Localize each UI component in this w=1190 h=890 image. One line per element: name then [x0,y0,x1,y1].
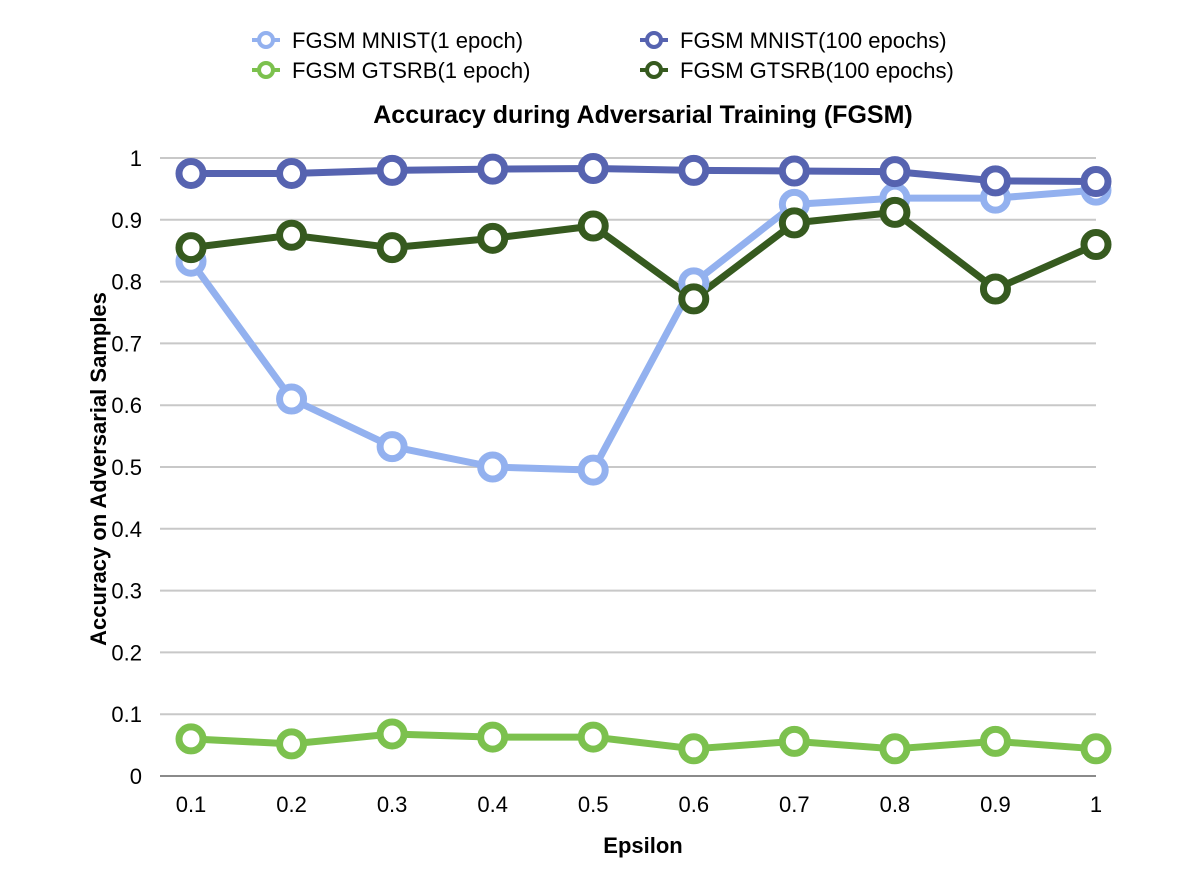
series-line [187,730,1100,753]
x-tick-label: 0.7 [779,792,810,817]
y-tick-label: 0.5 [111,455,142,480]
y-tick-label: 1 [130,146,142,171]
data-point [577,153,609,185]
series-line [187,165,1100,185]
series-lines [187,165,1100,753]
data-point [577,721,609,753]
y-tick-label: 0 [130,764,142,789]
y-axis-label: Accuracy on Adversarial Samples [86,292,111,646]
x-tick-label: 0.3 [377,792,408,817]
data-point [477,153,509,185]
x-tick-label: 0.6 [678,792,709,817]
data-point [1080,733,1112,765]
data-point [979,725,1011,757]
y-tick-label: 0.3 [111,579,142,604]
legend-label: FGSM GTSRB(100 epochs) [680,58,954,83]
data-point [175,232,207,264]
y-tick-label: 0.8 [111,270,142,295]
legend-label: FGSM GTSRB(1 epoch) [292,58,530,83]
x-tick-label: 0.2 [276,792,307,817]
x-axis-label: Epsilon [603,833,682,858]
data-point [376,431,408,463]
y-tick-label: 0.9 [111,208,142,233]
data-point [778,207,810,239]
legend-swatch-marker [257,31,275,49]
chart-title: Accuracy during Adversarial Training (FG… [373,101,912,129]
data-point [477,721,509,753]
data-point [879,196,911,228]
data-point [879,733,911,765]
data-point [175,723,207,755]
data-point [276,383,308,415]
data-point [979,165,1011,197]
series-line [187,208,1100,303]
data-point [678,283,710,315]
y-tick-label: 0.1 [111,702,142,727]
data-point [477,451,509,483]
x-tick-label: 0.1 [176,792,207,817]
data-point [778,155,810,187]
data-point [276,219,308,251]
legend-swatch-marker [645,61,663,79]
data-point [577,454,609,486]
data-point [778,725,810,757]
legend-label: FGSM MNIST(100 epochs) [680,28,947,53]
x-tick-label: 0.9 [980,792,1011,817]
x-tick-label: 1 [1090,792,1102,817]
series-markers [175,153,1112,765]
data-point [879,156,911,188]
legend-label: FGSM MNIST(1 epoch) [292,28,523,53]
data-point [678,154,710,186]
data-point [1080,165,1112,197]
data-point [678,733,710,765]
data-point [175,157,207,189]
x-tick-label: 0.8 [880,792,911,817]
legend-swatch-marker [645,31,663,49]
legend-swatch-marker [257,61,275,79]
data-point [577,210,609,242]
y-tick-label: 0.4 [111,517,142,542]
y-tick-label: 0.6 [111,393,142,418]
data-point [1080,229,1112,261]
data-point [376,718,408,750]
x-tick-label: 0.4 [477,792,508,817]
y-tick-label: 0.2 [111,640,142,665]
data-point [376,232,408,264]
data-point [979,273,1011,305]
series-line [187,186,1100,474]
data-point [276,157,308,189]
y-axis-ticks: 0 0.1 0.2 0.3 0.4 0.5 0.6 0.7 0.8 0.9 1 [111,146,142,789]
x-axis-ticks: 0.1 0.2 0.3 0.4 0.5 0.6 0.7 0.8 0.9 1 [176,792,1102,817]
x-tick-label: 0.5 [578,792,609,817]
legend: FGSM MNIST(1 epoch) FGSM MNIST(100 epochs… [252,28,954,83]
data-point [276,728,308,760]
data-point [477,222,509,254]
y-tick-label: 0.7 [111,331,142,356]
data-point [376,154,408,186]
grid [160,157,1096,777]
